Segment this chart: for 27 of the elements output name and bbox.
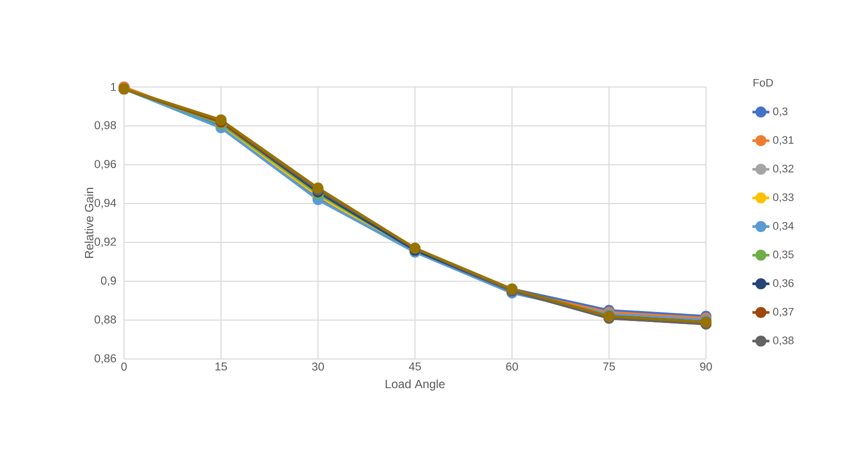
legend-label: 0,38 — [773, 336, 794, 346]
y-tick-label: 0,88 — [94, 315, 116, 325]
x-tick-label: 15 — [216, 362, 227, 370]
y-tick-label: 1 — [110, 83, 116, 91]
y-tick-label: 0,86 — [94, 354, 116, 364]
legend-label: 0,3 — [773, 107, 788, 117]
legend-label: 0,37 — [773, 308, 794, 317]
y-tick-label: 0,94 — [94, 198, 116, 208]
x-tick-label: 30 — [312, 362, 324, 371]
x-tick-label: 75 — [603, 362, 615, 370]
legend-label: 0,35 — [773, 250, 794, 260]
y-tick-label: 0,98 — [94, 121, 116, 131]
x-axis-title: Load Angle — [386, 379, 445, 391]
legend-label: 0,36 — [773, 279, 794, 288]
x-tick-label: 60 — [506, 362, 518, 371]
y-tick-label: 0,96 — [94, 160, 116, 170]
y-axis-title: Relative Gain — [84, 188, 94, 258]
x-tick-label: 0 — [121, 362, 127, 371]
legend-label: 0,32 — [773, 164, 794, 174]
y-tick-label: 0,9 — [101, 276, 116, 286]
y-tick-label: 0,92 — [94, 238, 116, 248]
x-tick-label: 45 — [408, 362, 421, 370]
x-tick-label: 90 — [700, 362, 712, 371]
legend-label: 0,31 — [773, 136, 794, 146]
legend-label: 0,33 — [773, 193, 794, 202]
legend-title: FoD — [754, 78, 773, 87]
legend-label: 0,34 — [773, 222, 794, 232]
